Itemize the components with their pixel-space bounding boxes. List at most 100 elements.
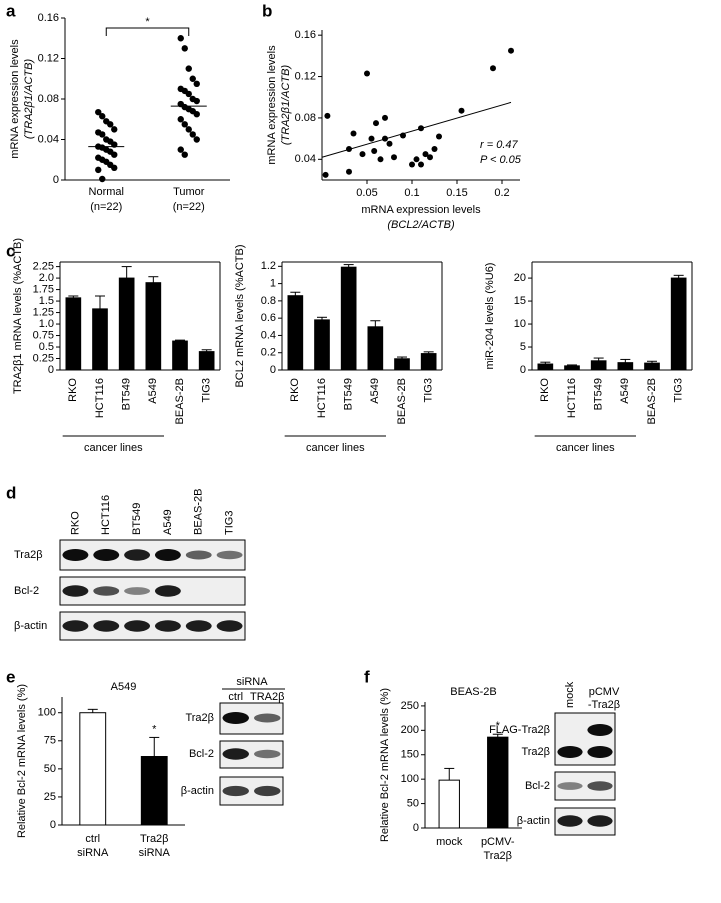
- y-tick-label: 0: [50, 819, 56, 831]
- significance-bracket: [105, 27, 190, 36]
- dot: [177, 35, 184, 42]
- x-tick-label: TIG3: [201, 378, 213, 402]
- bar: [145, 282, 162, 371]
- dot: [95, 108, 102, 116]
- lane-label: BEAS-2B: [193, 489, 205, 535]
- blot-band: [254, 785, 281, 797]
- dot: [111, 126, 118, 133]
- y-tick-label: 1.25: [33, 306, 54, 318]
- x-tick-label: TIG3: [673, 378, 685, 402]
- y-tick-label: 250: [401, 700, 419, 712]
- x-axis-label: mRNA expression levels: [361, 204, 481, 216]
- blot-band: [124, 549, 151, 561]
- y-tick-label: 100: [401, 773, 419, 785]
- y-tick-label: 0.12: [38, 52, 59, 64]
- y-tick-label: 15: [514, 295, 526, 307]
- y-tick-label: 0.25: [33, 352, 54, 364]
- dot: [193, 110, 200, 118]
- significance-mark: *: [496, 720, 501, 732]
- significance-mark: *: [145, 16, 150, 28]
- x-tick-label: 0.2: [494, 187, 509, 199]
- lane-label: mock: [564, 681, 576, 708]
- y-tick-label: 0: [270, 364, 276, 376]
- bar: [617, 362, 634, 371]
- dot: [427, 154, 433, 161]
- dot: [382, 114, 388, 121]
- dot: [185, 90, 192, 98]
- dot: [409, 161, 415, 168]
- dot: [181, 45, 188, 52]
- y-tick-label: 2.0: [39, 272, 54, 284]
- dot: [373, 120, 379, 127]
- blot-band: [124, 587, 151, 595]
- x-tick-label: siRNA: [139, 847, 171, 859]
- x-tick-label: Tra2β: [483, 850, 512, 862]
- lane-label: BT549: [131, 503, 143, 535]
- bar: [670, 277, 687, 371]
- bar: [172, 340, 188, 371]
- trend-line: [321, 101, 512, 158]
- x-tick-label: (n=22): [173, 201, 205, 213]
- y-tick-label: 50: [44, 763, 56, 775]
- chart-title: BEAS-2B: [450, 686, 496, 698]
- dot: [189, 131, 196, 138]
- blot-band: [154, 620, 181, 632]
- x-tick-label: 0.1: [404, 187, 419, 199]
- chart-title: A549: [111, 681, 137, 693]
- dot: [193, 80, 200, 88]
- y-tick-label: 2.25: [33, 261, 54, 273]
- dot: [391, 154, 397, 161]
- bar: [198, 351, 215, 371]
- blot-band: [587, 746, 613, 758]
- blot-band: [216, 620, 243, 632]
- panel-label: f: [364, 667, 370, 686]
- group-label: cancer lines: [84, 442, 143, 454]
- bar: [314, 319, 330, 371]
- dot: [99, 113, 106, 120]
- dot: [359, 151, 366, 158]
- bar: [487, 736, 509, 829]
- bar: [394, 358, 410, 371]
- blot-membrane: [59, 611, 246, 641]
- y-tick-label: 50: [407, 797, 419, 809]
- x-tick-label: BEAS-2B: [396, 378, 408, 424]
- blot-band: [557, 782, 583, 790]
- dot: [99, 175, 106, 183]
- dot: [177, 116, 184, 123]
- y-tick-label: 0.4: [261, 329, 276, 341]
- dot: [189, 75, 196, 82]
- dot: [193, 97, 200, 105]
- blot-row-label: Tra2β: [14, 549, 43, 561]
- group-label: cancer lines: [556, 442, 615, 454]
- bar: [79, 712, 107, 826]
- y-tick-label: 5: [520, 341, 526, 353]
- x-tick-label: mock: [436, 836, 463, 848]
- x-tick-label: BT549: [121, 378, 133, 410]
- y-tick-label: 25: [44, 791, 56, 803]
- y-tick-label: 100: [38, 707, 56, 719]
- y-axis-label: miR-204 levels (%U6): [484, 263, 496, 370]
- dot: [508, 47, 514, 54]
- dot: [111, 164, 118, 172]
- y-axis-label: TRA2β1 mRNA levels (%ACTB): [12, 238, 24, 394]
- bar: [140, 756, 168, 826]
- dot: [458, 107, 465, 114]
- y-tick-label: 0.2: [261, 347, 276, 359]
- x-tick-label: (n=22): [90, 201, 122, 213]
- x-tick-label: A549: [619, 378, 631, 404]
- dot: [422, 151, 429, 158]
- x-tick-label: A549: [147, 378, 159, 404]
- dot: [371, 148, 378, 155]
- y-tick-label: 0: [48, 364, 54, 376]
- group-label: cancer lines: [306, 442, 365, 454]
- x-tick-label: pCMV-: [481, 836, 515, 848]
- y-axis-label: Relative Bcl-2 mRNA levels (%): [379, 688, 391, 842]
- x-tick-label: HCT116: [316, 378, 328, 418]
- dot: [193, 136, 200, 143]
- bar: [367, 326, 384, 371]
- dot: [346, 168, 352, 175]
- y-axis-label: (TRA2β1/ACTB): [23, 59, 35, 140]
- blot-band: [93, 620, 120, 632]
- blot-band: [62, 585, 89, 597]
- blot-row-label: β-actin: [517, 815, 550, 827]
